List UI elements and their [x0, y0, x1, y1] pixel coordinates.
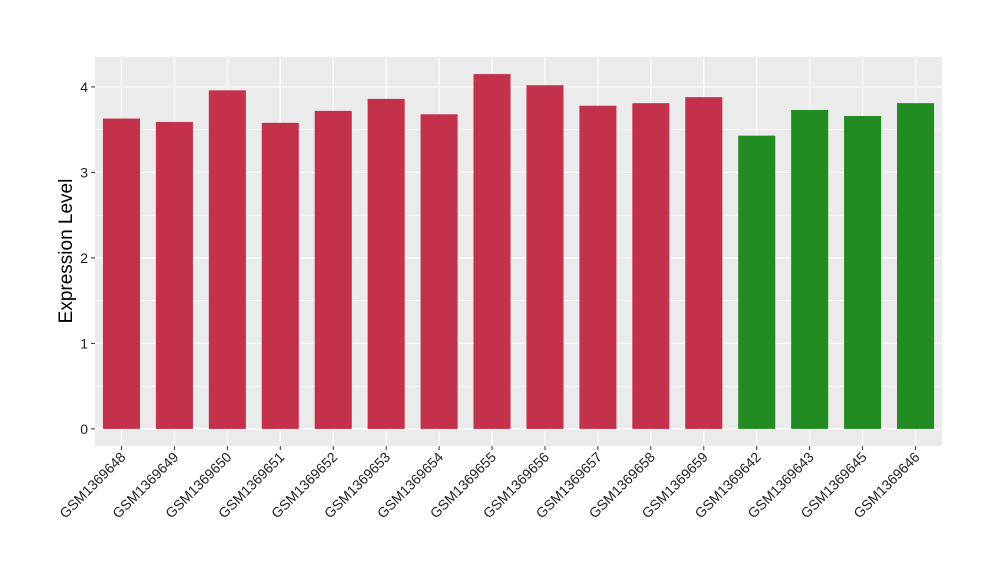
- bar: [473, 74, 511, 429]
- y-tick-label: 4: [80, 79, 88, 95]
- bar: [791, 110, 829, 429]
- bar: [367, 98, 405, 429]
- bar: [526, 85, 564, 429]
- bar: [208, 90, 246, 429]
- y-tick-label: 2: [80, 250, 88, 266]
- bar: [261, 122, 299, 429]
- bar: [155, 121, 193, 429]
- y-axis: 0 1 2 3 4: [80, 79, 95, 437]
- bar: [632, 103, 670, 429]
- bar: [314, 110, 352, 429]
- bars: [102, 74, 935, 429]
- y-tick-label: 0: [80, 421, 88, 437]
- bar: [102, 118, 140, 429]
- bar: [420, 114, 458, 429]
- y-tick-label: 3: [80, 164, 88, 180]
- bar: [844, 115, 882, 429]
- bar: [897, 103, 935, 429]
- bar: [685, 97, 723, 429]
- bar: [738, 135, 776, 429]
- bar: [579, 105, 617, 429]
- y-tick-label: 1: [80, 335, 88, 351]
- x-axis: GSM1369648GSM1369649GSM1369650GSM1369651…: [56, 446, 923, 521]
- y-axis-label: Expression Level: [56, 179, 77, 324]
